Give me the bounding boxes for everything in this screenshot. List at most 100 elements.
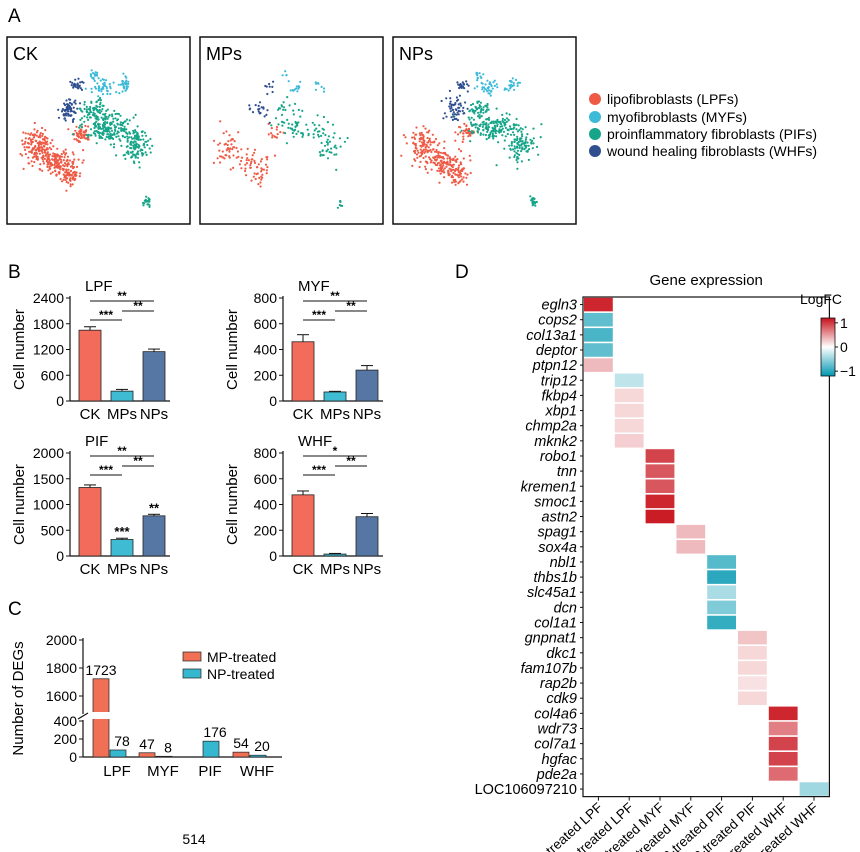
heatmap-cell: [584, 297, 613, 312]
umap-point: [123, 87, 126, 90]
heatmap-row-label: LOC106097210: [475, 782, 577, 798]
umap-point: [66, 177, 69, 180]
umap-point: [23, 142, 26, 145]
umap-point: [63, 117, 66, 120]
umap-point: [506, 132, 509, 136]
umap-point: [64, 163, 68, 166]
significance-label: ***: [99, 463, 113, 477]
umap-point: [245, 159, 248, 162]
heatmap-cell: [584, 312, 613, 327]
umap-point: [31, 156, 34, 159]
umap-point: [72, 153, 75, 156]
umap-point: [503, 147, 506, 150]
heatmap-cell: [614, 388, 644, 403]
umap-title-nps: NPs: [399, 44, 433, 64]
y-axis-label: Cell number: [11, 464, 28, 545]
bar-break-gap: [91, 712, 111, 719]
umap-point: [263, 115, 266, 118]
umap-point: [126, 85, 129, 88]
umap-point: [522, 142, 526, 145]
umap-point: [451, 181, 454, 184]
umap-point: [328, 151, 331, 154]
y-tick-label: 600: [41, 367, 65, 383]
umap-point: [111, 113, 114, 116]
umap-point: [287, 126, 290, 129]
umap-point: [98, 126, 101, 129]
umap-point: [36, 129, 39, 132]
umap-point: [50, 148, 53, 151]
deg-bar: [138, 752, 156, 758]
umap-point: [439, 172, 442, 175]
umap-point: [105, 128, 108, 131]
umap-point: [512, 127, 515, 130]
umap-point: [91, 76, 94, 80]
umap-point: [96, 105, 99, 108]
umap-point: [457, 103, 460, 106]
umap-point: [418, 165, 421, 169]
umap-point: [429, 141, 432, 144]
umap-point: [443, 140, 446, 143]
y-tick-label: 0: [69, 749, 77, 765]
umap-point: [68, 114, 71, 117]
umap-point: [453, 179, 456, 182]
umap-point: [429, 158, 432, 161]
umap-point: [70, 109, 73, 113]
umap-point: [108, 114, 111, 117]
umap-point: [79, 124, 82, 127]
umap-point: [285, 142, 288, 145]
umap-point: [445, 165, 448, 168]
umap-point: [433, 150, 437, 153]
umap-point: [516, 149, 520, 152]
umap-point: [59, 158, 63, 161]
heatmap-row-label: gnpnat1: [525, 631, 577, 647]
umap-point: [294, 125, 297, 128]
umap-point: [428, 139, 431, 142]
umap-point: [125, 118, 129, 121]
umap-point: [474, 126, 477, 129]
umap-point: [43, 157, 47, 160]
umap-point: [35, 148, 38, 152]
umap-point: [248, 104, 251, 107]
umap-point: [520, 150, 523, 153]
legend-marker-whf: [589, 145, 601, 157]
umap-point: [488, 89, 491, 92]
umap-point: [453, 170, 457, 173]
umap-point: [419, 138, 423, 141]
umap-point: [459, 150, 463, 153]
umap-point: [487, 108, 490, 111]
legend-swatch: [182, 651, 202, 662]
legend-label: NP-treated: [207, 666, 275, 682]
umap-point: [55, 173, 58, 176]
umap-point: [301, 133, 305, 136]
umap-point: [24, 137, 27, 140]
umap-point: [65, 103, 69, 106]
umap-point: [427, 141, 430, 144]
umap-point: [476, 85, 479, 88]
umap-point: [482, 128, 485, 131]
umap-point: [63, 156, 66, 159]
umap-point: [107, 135, 110, 138]
umap-point: [480, 115, 483, 118]
umap-point: [274, 117, 278, 120]
umap-point: [330, 147, 333, 150]
umap-point: [437, 152, 440, 155]
umap-point: [38, 152, 42, 155]
umap-point: [68, 98, 71, 101]
umap-point: [271, 134, 274, 137]
umap-point: [513, 145, 516, 148]
umap-point: [505, 120, 508, 123]
umap-point: [30, 143, 33, 146]
umap-panel-nps: NPs: [392, 36, 577, 225]
umap-point: [149, 151, 152, 154]
umap-point: [497, 141, 500, 144]
umap-point: [45, 160, 49, 163]
heatmap-cell: [645, 509, 675, 524]
umap-point: [449, 100, 452, 103]
umap-point: [289, 89, 292, 92]
umap-point: [95, 114, 98, 117]
umap-point: [106, 108, 109, 111]
umap-point: [136, 150, 140, 153]
umap-point: [36, 158, 39, 161]
umap-point: [33, 121, 36, 125]
umap-point: [79, 118, 82, 121]
